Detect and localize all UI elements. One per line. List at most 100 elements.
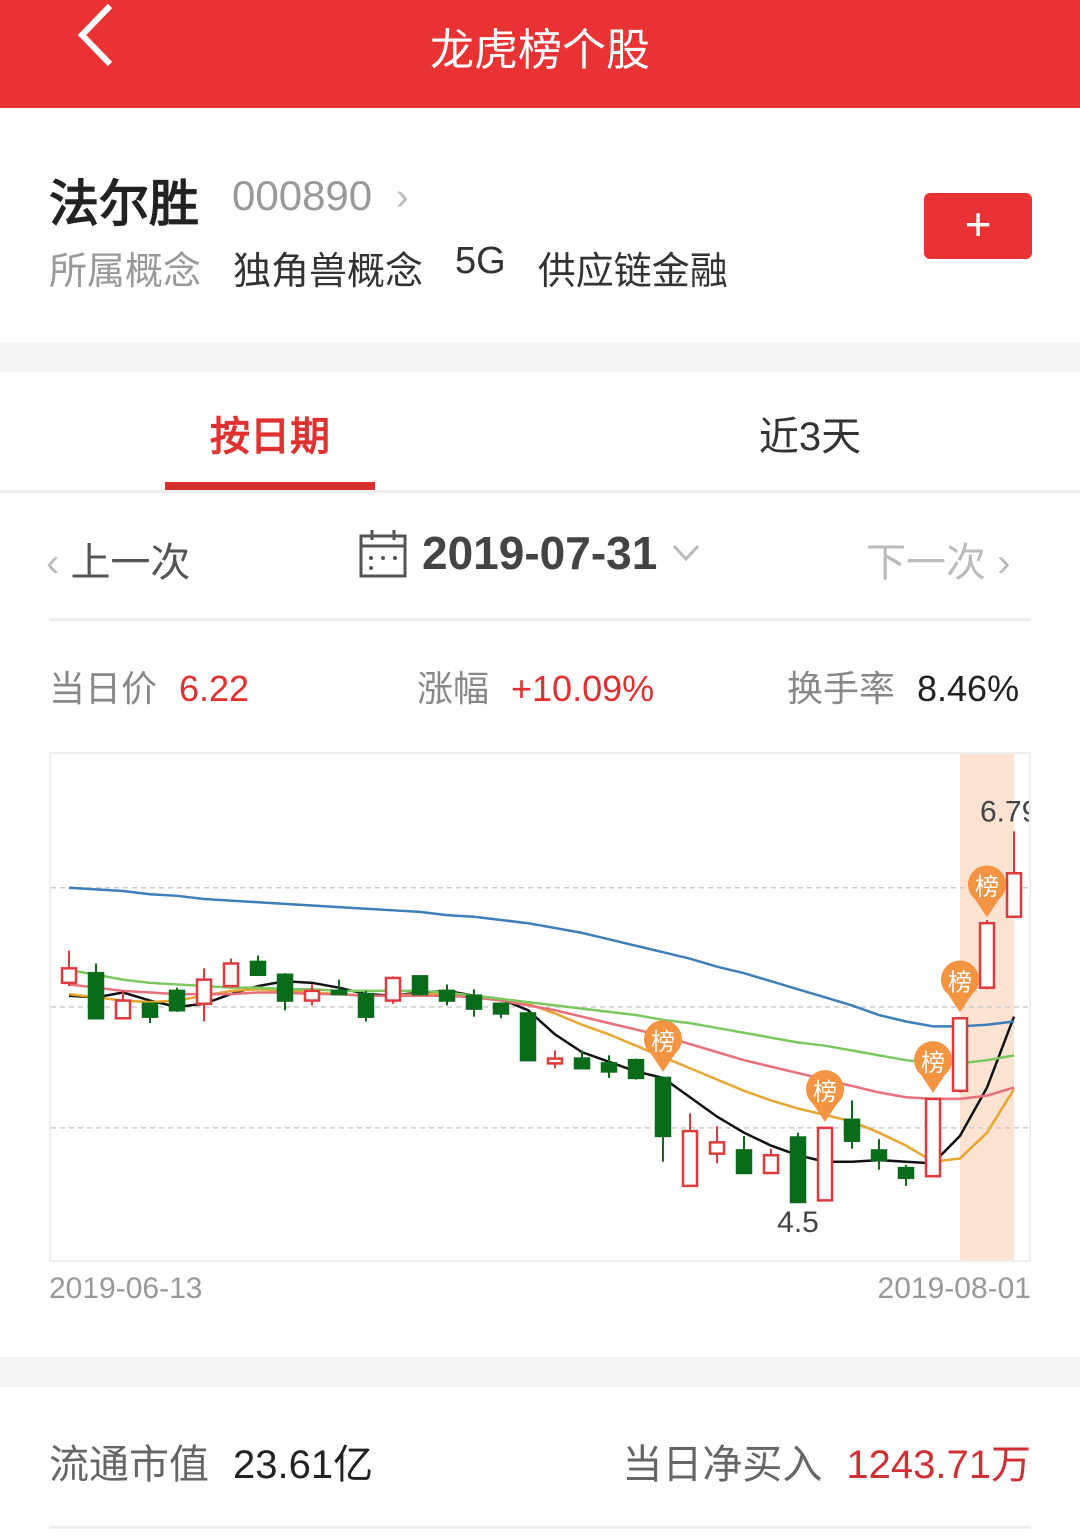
chevron-right-icon: › [986,541,1011,585]
candle-down [249,960,267,977]
calendar-icon [359,530,407,578]
net-buy-value: 1243.71万 [846,1443,1031,1487]
candle-down [411,975,429,996]
lhb-marker-text: 榜 [651,1029,675,1056]
high-price-label: 6.79 [980,795,1029,828]
concept-tag[interactable]: 5G [455,240,506,282]
concept-label: 所属概念 [49,251,202,293]
concept-tag[interactable]: 独角兽概念 [233,251,424,293]
candle-up [384,976,402,1002]
moving-average-line [68,988,1016,1163]
lhb-marker-icon [913,1041,952,1093]
tab-by-date[interactable]: 按日期 [210,415,330,459]
stock-code-link[interactable]: 000890 [232,172,373,219]
candle-up [978,921,996,989]
stat-turnover: 换手率 8.46% [787,660,1019,712]
next-button[interactable]: 下一次 › [866,530,1010,588]
turnover-label: 换手率 [787,668,896,709]
price-label: 当日价 [49,668,158,709]
lhb-marker-text: 榜 [948,969,972,996]
change-value: +10.09% [511,668,655,709]
page-title: 龙虎榜个股 [430,26,650,75]
candle-down [897,1166,915,1180]
candle-up [303,989,321,1002]
candle-down [465,994,483,1010]
candle-down [330,989,348,996]
candle-up [681,1129,699,1188]
add-watchlist-button[interactable]: + [924,193,1032,259]
chevron-left-icon [77,3,113,67]
section-divider [0,1357,1080,1387]
candle-up [951,1017,969,1093]
moving-average-line [68,983,1015,1101]
lhb-marker-icon [941,960,979,1013]
back-button[interactable] [70,0,130,70]
stat-price: 当日价 6.22 [49,660,249,712]
divider [49,618,1031,621]
candle-down [276,973,294,1002]
candle-down [654,1076,672,1138]
candle-down [438,989,456,1002]
candle-down [870,1149,888,1162]
concept-tag[interactable]: 供应链金融 [537,251,728,293]
app-header: 龙虎榜个股 [0,0,1080,108]
lhb-marker-text: 榜 [975,874,999,901]
lhb-marker-text: 榜 [921,1050,945,1077]
divider [0,490,1080,493]
candle-down [600,1062,618,1073]
candle-up [708,1141,726,1155]
candle-up [222,962,240,988]
candle-down [735,1149,753,1175]
candle-down [357,992,375,1018]
price-value: 6.22 [179,668,250,709]
candle-down [519,1012,537,1062]
candle-down [168,989,186,1012]
candle-down [573,1057,591,1070]
candle-down [492,1002,510,1015]
lhb-marker-icon [968,865,1006,918]
stock-name: 法尔胜 [49,176,199,232]
candle-up [816,1126,834,1202]
low-price-label: 4.5 [777,1206,819,1239]
previous-button[interactable]: ‹ 上一次 [46,530,190,588]
candle-down [843,1118,861,1143]
next-label: 下一次 [866,541,986,585]
x-start-label: 2019-06-13 [49,1272,203,1305]
tab-last-3-days[interactable]: 近3天 [758,415,862,459]
candle-down [789,1136,807,1204]
chevron-down-icon [673,544,700,562]
net-buy-label: 当日净买入 [622,1443,823,1487]
float-cap: 流通市值 23.61亿 [49,1432,373,1490]
chevron-right-icon[interactable]: › [396,176,409,218]
chevron-left-icon: ‹ [46,541,71,585]
moving-average-line [68,968,1015,1065]
net-buy: 当日净买入 1243.71万 [622,1432,1031,1490]
active-tab-indicator [165,482,375,490]
candle-up [762,1154,780,1175]
moving-average-line [68,886,1015,1028]
change-label: 涨幅 [417,668,490,709]
lhb-marker-icon [644,1020,682,1072]
divider [49,1526,1031,1529]
lhb-marker-text: 榜 [813,1079,837,1106]
float-cap-value: 23.61亿 [233,1443,374,1487]
candle-up [924,1097,942,1178]
x-end-label: 2019-08-01 [877,1272,1031,1305]
previous-label: 上一次 [70,541,191,585]
moving-average-line [68,979,1016,1165]
candle-up [114,999,132,1020]
float-cap-label: 流通市值 [49,1443,209,1487]
concepts-row: 所属概念 独角兽概念 5G 供应链金融 [49,240,728,295]
lhb-marker-icon [805,1070,844,1122]
candle-down [141,1002,159,1018]
section-divider [0,342,1080,372]
turnover-value: 8.46% [917,668,1020,709]
candle-down [87,971,105,1020]
candle-up [60,967,78,985]
candle-up [195,978,213,1006]
candle-down [627,1058,645,1080]
stat-change: 涨幅 +10.09% [417,660,654,712]
date-picker[interactable]: 2019-07-31 [358,526,701,580]
